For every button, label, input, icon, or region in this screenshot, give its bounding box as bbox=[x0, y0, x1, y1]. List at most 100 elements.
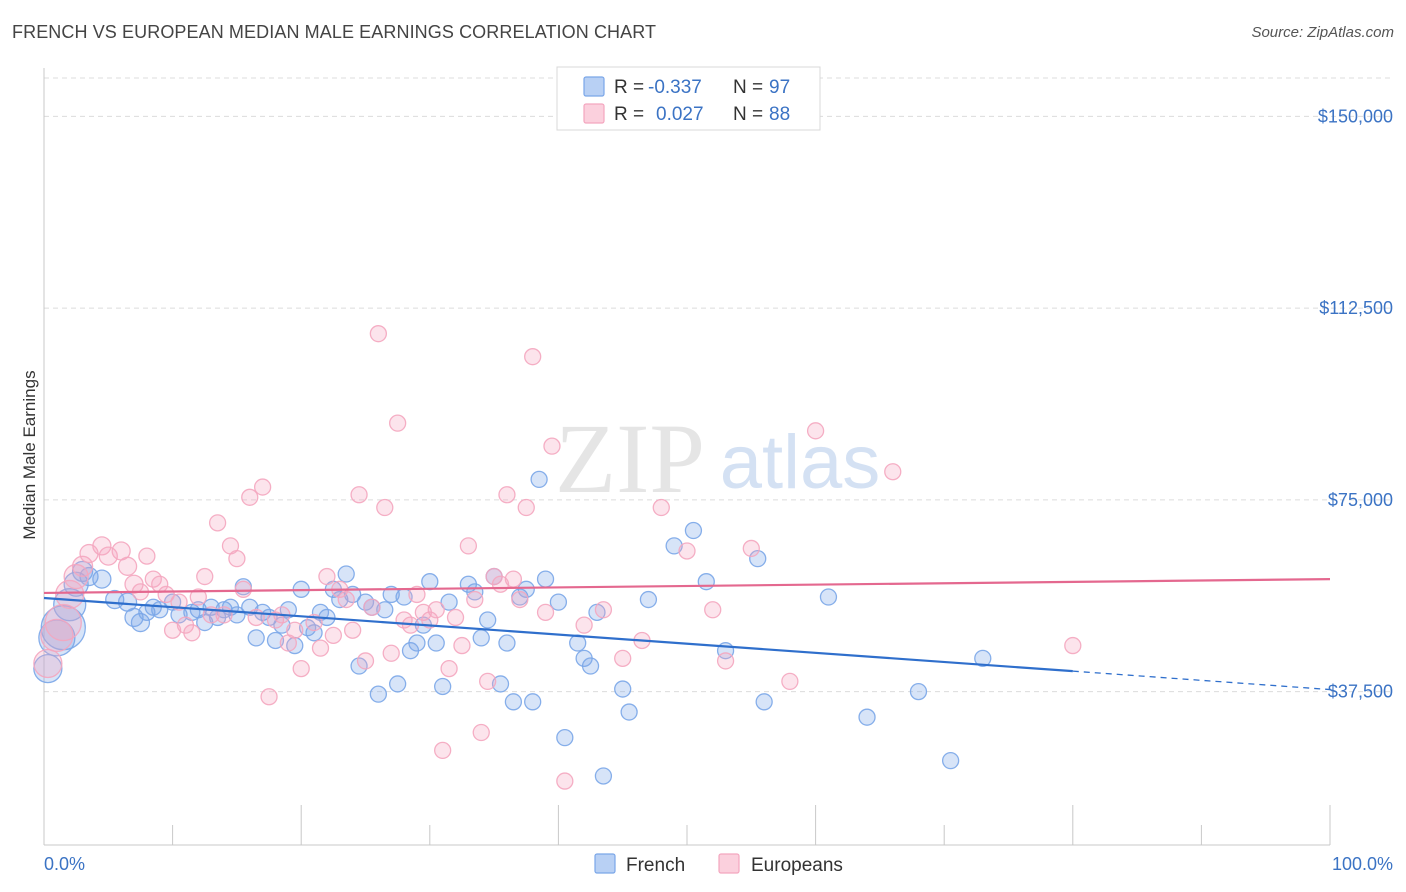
french-point-90 bbox=[941, 751, 960, 770]
french-point-72 bbox=[556, 728, 574, 747]
europeans-point-29 bbox=[241, 488, 259, 506]
french-point-54 bbox=[421, 573, 439, 591]
french-point-48 bbox=[382, 585, 400, 604]
french-point-87 bbox=[819, 588, 838, 606]
europeans-point-44 bbox=[343, 621, 362, 639]
europeans-point-77 bbox=[594, 601, 613, 619]
europeans-point-83 bbox=[716, 652, 735, 670]
europeans-point-39 bbox=[311, 639, 330, 657]
europeans-point-81 bbox=[678, 542, 696, 560]
europeans-point-64 bbox=[472, 723, 490, 742]
europeans-point-58 bbox=[434, 741, 452, 760]
french-point-11 bbox=[130, 612, 151, 633]
top-legend: R = -0.337 N = 97 R = 0.027 N = 88 bbox=[556, 66, 821, 131]
french-point-85 bbox=[749, 550, 767, 568]
europeans-point-69 bbox=[504, 570, 523, 588]
europeans-point-36 bbox=[286, 621, 304, 639]
europeans-point-51 bbox=[388, 414, 407, 432]
europeans-point-73 bbox=[536, 603, 555, 621]
french-point-80 bbox=[639, 590, 658, 609]
europeans-point-54 bbox=[408, 585, 426, 604]
europeans-point-5 bbox=[71, 555, 94, 577]
europeans-point-17 bbox=[163, 621, 182, 639]
legend-french-r-label: R = bbox=[614, 77, 644, 98]
europeans-trend-line bbox=[43, 578, 1331, 595]
french-point-55 bbox=[427, 634, 445, 652]
y-tick-labels: $150,000 $112,500 $75,000 $37,500 bbox=[1318, 106, 1393, 701]
french-point-91 bbox=[974, 649, 992, 668]
europeans-point-88 bbox=[1064, 636, 1082, 655]
europeans-point-60 bbox=[446, 608, 465, 627]
legend-french-n-value: 97 bbox=[769, 77, 790, 98]
europeans-point-61 bbox=[453, 636, 471, 655]
french-point-82 bbox=[684, 521, 703, 540]
europeans-point-0 bbox=[33, 648, 63, 679]
french-point-89 bbox=[909, 682, 928, 701]
europeans-point-84 bbox=[742, 539, 760, 558]
y-tick-label-0: $150,000 bbox=[1318, 106, 1393, 126]
bottom-legend-swatch-french bbox=[594, 853, 616, 874]
french-point-47 bbox=[376, 601, 394, 619]
europeans-point-45 bbox=[350, 486, 368, 504]
french-point-67 bbox=[517, 580, 535, 598]
europeans-point-49 bbox=[376, 498, 394, 517]
europeans-point-68 bbox=[498, 486, 516, 504]
europeans-point-27 bbox=[228, 550, 246, 568]
french-point-27 bbox=[247, 629, 265, 647]
europeans-point-4 bbox=[63, 563, 89, 590]
europeans-point-85 bbox=[781, 672, 799, 691]
x-ticks bbox=[43, 805, 1331, 845]
europeans-point-20 bbox=[183, 624, 201, 642]
french-point-65 bbox=[504, 693, 523, 711]
europeans-point-47 bbox=[363, 598, 381, 616]
europeans-point-31 bbox=[253, 478, 272, 496]
europeans-point-10 bbox=[117, 556, 138, 576]
europeans-point-87 bbox=[884, 463, 902, 481]
french-point-60 bbox=[472, 629, 490, 647]
europeans-point-75 bbox=[556, 772, 574, 790]
legend-europeans-r-value: 0.027 bbox=[656, 104, 704, 125]
chart-title: FRENCH VS EUROPEAN MEDIAN MALE EARNINGS … bbox=[12, 22, 657, 42]
watermark-zip: ZIP bbox=[555, 403, 705, 514]
french-trend-line bbox=[43, 596, 1073, 673]
french-point-77 bbox=[594, 767, 613, 785]
europeans-point-72 bbox=[524, 348, 542, 366]
europeans-point-32 bbox=[260, 688, 278, 706]
europeans-point-86 bbox=[806, 422, 825, 440]
europeans-point-80 bbox=[652, 498, 670, 517]
europeans-point-41 bbox=[324, 626, 343, 645]
french-point-69 bbox=[530, 470, 548, 489]
europeans-point-7 bbox=[92, 536, 112, 556]
french-point-81 bbox=[665, 537, 683, 555]
europeans-point-65 bbox=[479, 672, 497, 691]
europeans-point-70 bbox=[511, 590, 529, 609]
europeans-point-63 bbox=[466, 590, 484, 609]
french-point-52 bbox=[408, 634, 426, 652]
series-europeans-points bbox=[33, 325, 1082, 790]
europeans-point-16 bbox=[157, 585, 175, 604]
europeans-point-74 bbox=[543, 437, 561, 455]
europeans-point-2 bbox=[44, 603, 82, 642]
bottom-legend: French Europeans bbox=[594, 853, 843, 876]
french-point-26 bbox=[241, 598, 259, 616]
french-point-4 bbox=[63, 571, 89, 597]
x-tick-label-max: 100.0% bbox=[1332, 854, 1393, 874]
french-point-61 bbox=[479, 611, 497, 629]
trend-lines bbox=[43, 578, 1331, 691]
legend-swatch-europeans bbox=[583, 103, 605, 124]
europeans-point-28 bbox=[234, 580, 252, 598]
legend-europeans-n-label: N = bbox=[733, 104, 763, 125]
french-point-46 bbox=[369, 685, 388, 703]
watermark-atlas: atlas bbox=[720, 420, 881, 505]
europeans-point-24 bbox=[208, 514, 227, 532]
french-point-57 bbox=[440, 593, 458, 611]
y-tick-label-2: $75,000 bbox=[1328, 490, 1393, 510]
french-point-41 bbox=[337, 565, 355, 583]
europeans-point-1 bbox=[40, 618, 74, 653]
europeans-point-48 bbox=[369, 325, 388, 343]
europeans-point-37 bbox=[292, 659, 310, 678]
europeans-point-71 bbox=[517, 498, 535, 517]
europeans-point-59 bbox=[440, 659, 458, 678]
x-tick-label-min: 0.0% bbox=[44, 854, 85, 874]
